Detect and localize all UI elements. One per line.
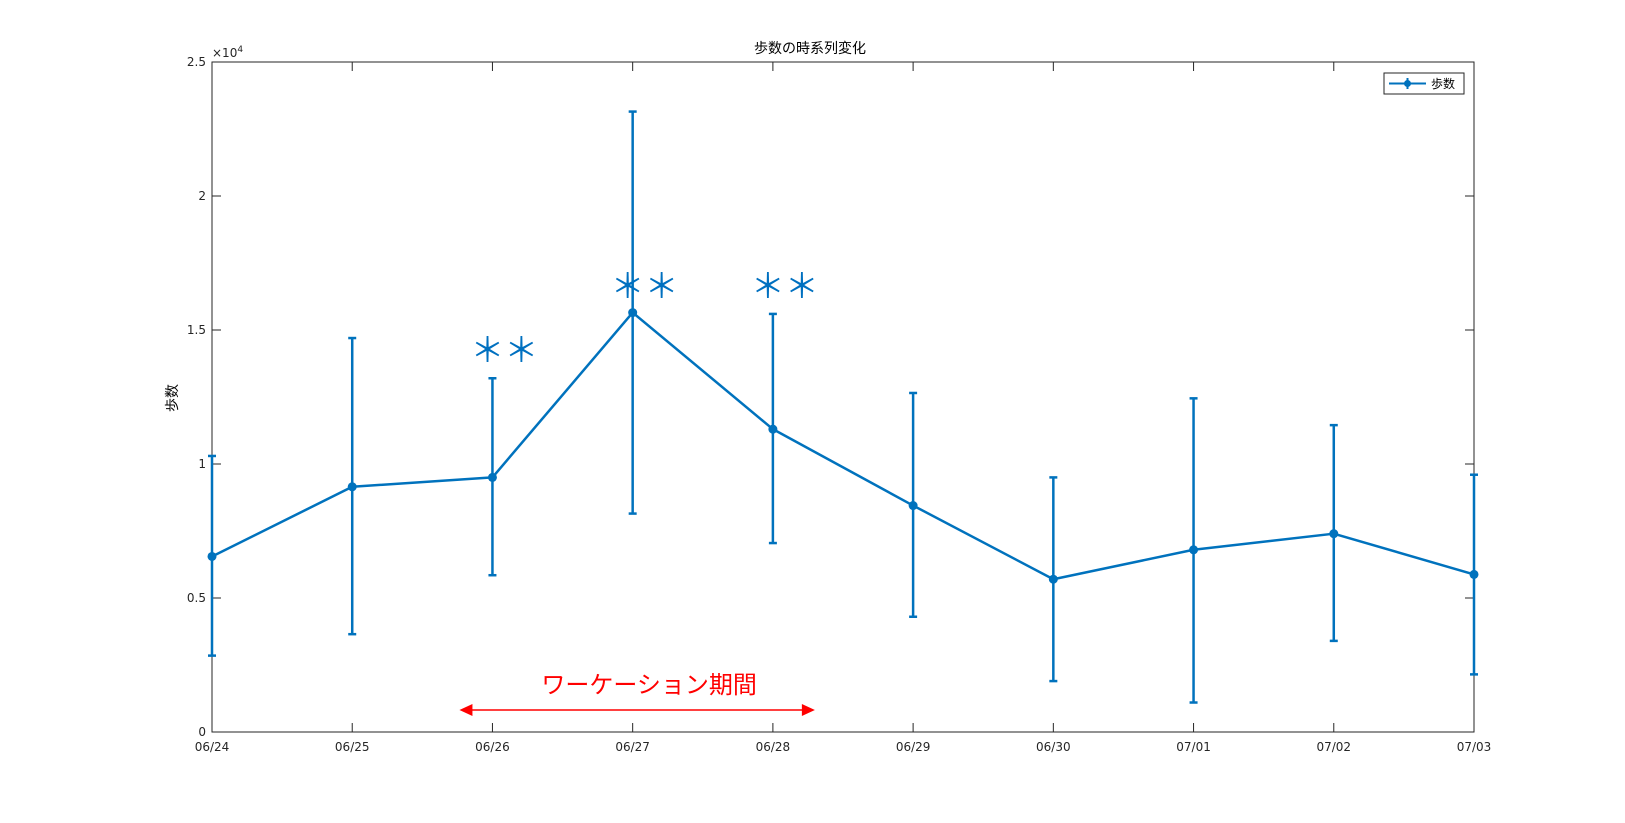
y-tick-label: 0 [198, 725, 206, 739]
x-tick-label: 06/28 [756, 740, 791, 754]
data-point [768, 424, 778, 434]
x-tick-label: 06/24 [195, 740, 230, 754]
plot-area-box [211, 61, 1475, 733]
data-point [628, 308, 638, 318]
axes-frame [211, 61, 1475, 733]
x-tick-label: 07/01 [1176, 740, 1211, 754]
data-point [1329, 529, 1339, 539]
x-tick-label: 06/26 [475, 740, 510, 754]
x-tick-label: 06/27 [615, 740, 650, 754]
axis-ticks: 06/24 06/25 06/26 06/27 06/28 06/29 06/30 07/01… [187, 55, 1491, 754]
significance-marker: ＊＊ [470, 331, 538, 371]
x-tick-label: 06/25 [335, 740, 370, 754]
y-tick-label: 0.5 [187, 591, 206, 605]
legend-marker [1404, 80, 1411, 87]
y-tick-label: 1 [198, 457, 206, 471]
data-point [347, 482, 357, 492]
y-tick-label: 2 [198, 189, 206, 203]
y-exponent-power: 4 [237, 45, 243, 55]
legend-series-label: 歩数 [1431, 76, 1455, 91]
period-arrow-head-left [459, 704, 473, 716]
chart-title: 歩数の時系列変化 [754, 40, 866, 57]
data-point [1469, 569, 1479, 579]
legend: 歩数 [1383, 72, 1465, 95]
y-tick-label: 1.5 [187, 323, 206, 337]
data-point [1048, 574, 1058, 584]
significance-marker: ＊＊ [751, 267, 819, 307]
data-point [908, 501, 918, 511]
annotation-layer: ＊＊ ＊＊ ＊＊ ワーケーション期間 [459, 267, 819, 716]
data-point [207, 551, 217, 561]
workcation-period-label: ワーケーション期間 [541, 671, 757, 699]
data-point [487, 472, 497, 482]
x-tick-label: 06/30 [1036, 740, 1071, 754]
x-tick-label: 07/03 [1457, 740, 1492, 754]
y-exponent-label: ×104 [212, 45, 243, 60]
series-line [211, 311, 1475, 581]
significance-marker: ＊＊ [611, 267, 679, 307]
x-tick-label: 07/02 [1316, 740, 1351, 754]
data-point [1189, 545, 1199, 555]
y-tick-label: 2.5 [187, 55, 206, 69]
y-exponent-base: ×10 [212, 46, 237, 60]
period-arrow-head-right [801, 704, 815, 716]
series-layer [207, 110, 1479, 704]
y-axis-label: 歩数 [165, 384, 181, 412]
x-tick-label: 06/29 [896, 740, 931, 754]
